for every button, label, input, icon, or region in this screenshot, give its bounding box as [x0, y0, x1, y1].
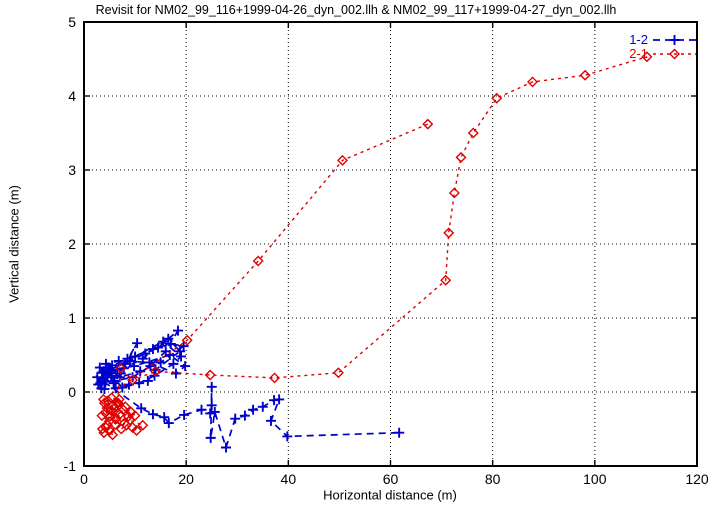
y-axis-title: Vertical distance (m): [6, 185, 22, 303]
y-tick-label: 5: [68, 14, 76, 30]
y-tick-label: 0: [68, 384, 76, 400]
x-tick-label: 40: [281, 471, 297, 487]
series-line-2-1: [100, 56, 648, 437]
series-markers-1-2: [92, 325, 405, 453]
x-tick-label: 0: [80, 471, 88, 487]
series-markers-2-1: [96, 51, 653, 441]
x-tick-label: 100: [583, 471, 607, 487]
y-tick-label: 1: [68, 310, 76, 326]
x-axis-title: Horizontal distance (m): [323, 487, 457, 503]
y-tick-label: 2: [68, 236, 76, 252]
x-tick-label: 120: [685, 471, 709, 487]
y-tick-label: 4: [68, 88, 76, 104]
x-tick-label: 60: [383, 471, 399, 487]
y-tick-label: -1: [64, 458, 77, 474]
y-tick-label: 3: [68, 162, 76, 178]
legend-label-1-2: 1-2: [629, 32, 648, 47]
legend-label-2-1: 2-1: [629, 46, 648, 61]
x-tick-label: 80: [485, 471, 501, 487]
legend-marker-2-1: [669, 48, 680, 60]
chart-title: Revisit for NM02_99_116+1999-04-26_dyn_0…: [95, 3, 617, 17]
legend-marker-1-2: [669, 35, 680, 45]
plot-frame: [83, 21, 698, 467]
x-tick-label: 20: [178, 471, 194, 487]
